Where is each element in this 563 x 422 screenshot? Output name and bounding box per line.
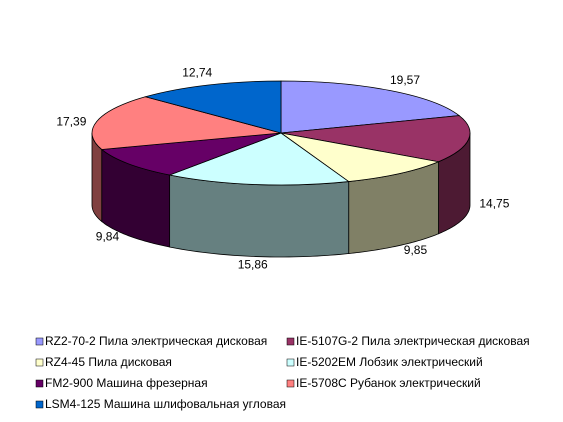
legend-label: RZ2-70-2 Пила электрическая дисковая xyxy=(45,334,267,348)
legend-label: LSM4-125 Машина шлифовальная угловая xyxy=(45,397,286,411)
legend-label: IE-5107G-2 Пила электрическая дисковая xyxy=(296,334,530,348)
legend-label: IE-5708C Рубанок электрический xyxy=(296,376,481,390)
legend-label: IE-5202EM Лобзик электрический xyxy=(296,355,483,369)
data-label: 12,74 xyxy=(182,66,212,80)
legend-label: RZ4-45 Пила дисковая xyxy=(45,355,172,369)
slice xyxy=(91,96,282,150)
data-label: 19,57 xyxy=(390,73,420,87)
slice xyxy=(100,132,282,176)
slice xyxy=(143,80,282,134)
slice xyxy=(280,80,461,134)
legend-label: FM2-900 Машина фрезерная xyxy=(45,376,208,390)
slice xyxy=(280,132,440,182)
data-label: 9,84 xyxy=(96,229,120,243)
data-label: 17,39 xyxy=(56,115,86,129)
legend-swatch xyxy=(35,358,44,367)
slice-side xyxy=(169,174,350,258)
legend-swatch xyxy=(286,337,295,346)
data-label: 9,85 xyxy=(404,243,428,257)
slice xyxy=(168,132,350,186)
legend-swatch xyxy=(286,358,295,367)
slice xyxy=(280,115,471,163)
data-label: 14,75 xyxy=(479,197,509,211)
legend-swatch xyxy=(35,379,44,388)
legend-swatch xyxy=(35,337,44,346)
legend-swatch xyxy=(286,379,295,388)
legend-swatch xyxy=(35,400,44,409)
data-label: 15,86 xyxy=(238,258,268,272)
